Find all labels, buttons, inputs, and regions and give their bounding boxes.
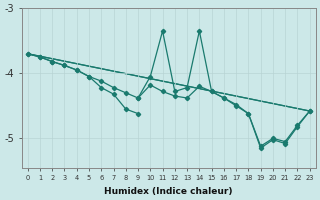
X-axis label: Humidex (Indice chaleur): Humidex (Indice chaleur) — [104, 187, 233, 196]
